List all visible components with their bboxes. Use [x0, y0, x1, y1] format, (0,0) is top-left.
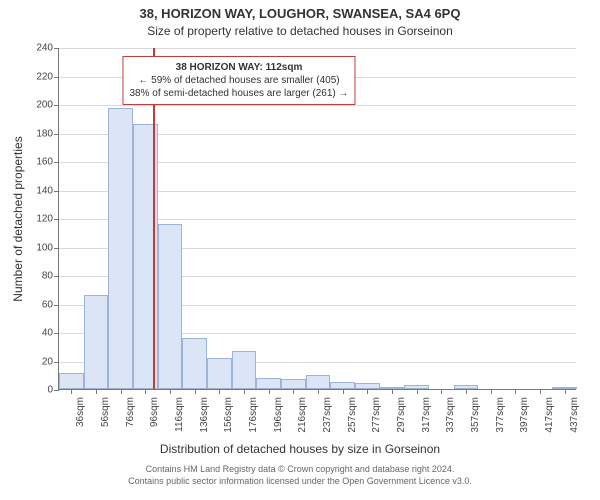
xtick-mark — [491, 389, 492, 394]
page-subtitle: Size of property relative to detached ho… — [0, 24, 600, 38]
xtick-mark — [219, 389, 220, 394]
attribution-line: Contains HM Land Registry data © Crown c… — [0, 464, 600, 476]
xtick-mark — [170, 389, 171, 394]
ytick-label: 220 — [36, 71, 53, 82]
ytick-label: 160 — [36, 157, 53, 168]
xtick-mark — [515, 389, 516, 394]
xtick-label: 317sqm — [421, 397, 432, 433]
ytick-mark — [54, 105, 59, 106]
ytick-mark — [54, 162, 59, 163]
xtick-mark — [565, 389, 566, 394]
ytick-mark — [54, 305, 59, 306]
xtick-label: 377sqm — [495, 397, 506, 433]
xtick-label: 76sqm — [125, 397, 136, 427]
ytick-label: 200 — [36, 100, 53, 111]
ytick-mark — [54, 276, 59, 277]
histogram-bar — [182, 338, 207, 389]
ytick-mark — [54, 48, 59, 49]
histogram-bar — [232, 351, 257, 389]
chart-plot-area: 02040608010012014016018020022024036sqm56… — [58, 48, 576, 390]
histogram-bar — [158, 224, 183, 389]
xtick-label: 156sqm — [223, 397, 234, 433]
xtick-label: 257sqm — [347, 397, 358, 433]
xtick-mark — [392, 389, 393, 394]
xtick-label: 437sqm — [569, 397, 580, 433]
xtick-mark — [145, 389, 146, 394]
ytick-label: 120 — [36, 214, 53, 225]
histogram-bar — [281, 379, 306, 389]
xtick-mark — [96, 389, 97, 394]
ytick-label: 100 — [36, 242, 53, 253]
ytick-label: 40 — [42, 328, 53, 339]
xtick-label: 357sqm — [470, 397, 481, 433]
ytick-label: 140 — [36, 185, 53, 196]
xtick-label: 116sqm — [174, 397, 185, 432]
xtick-label: 237sqm — [322, 397, 333, 433]
annotation-line: 38 HORIZON WAY: 112sqm — [129, 61, 348, 74]
histogram-bar — [306, 375, 331, 389]
ytick-label: 20 — [42, 356, 53, 367]
ytick-mark — [54, 362, 59, 363]
xtick-mark — [121, 389, 122, 394]
attribution-line: Contains public sector information licen… — [0, 476, 600, 488]
histogram-bar — [330, 382, 355, 389]
xtick-mark — [293, 389, 294, 394]
attribution-text: Contains HM Land Registry data © Crown c… — [0, 464, 600, 487]
histogram-bar — [207, 358, 232, 389]
annotation-box: 38 HORIZON WAY: 112sqm← 59% of detached … — [122, 56, 355, 105]
gridline — [59, 48, 576, 49]
xtick-mark — [318, 389, 319, 394]
xtick-label: 56sqm — [100, 397, 111, 427]
x-axis-label: Distribution of detached houses by size … — [0, 442, 600, 456]
xtick-mark — [441, 389, 442, 394]
xtick-mark — [269, 389, 270, 394]
ytick-mark — [54, 77, 59, 78]
xtick-label: 176sqm — [248, 397, 259, 433]
xtick-label: 196sqm — [273, 397, 284, 433]
histogram-bar — [256, 378, 281, 389]
histogram-bar — [108, 108, 133, 389]
annotation-line: 38% of semi-detached houses are larger (… — [129, 87, 348, 100]
annotation-line: ← 59% of detached houses are smaller (40… — [129, 74, 348, 87]
xtick-label: 417sqm — [544, 397, 555, 433]
ytick-mark — [54, 333, 59, 334]
ytick-mark — [54, 248, 59, 249]
histogram-bar — [84, 295, 109, 389]
xtick-mark — [343, 389, 344, 394]
y-axis-label: Number of detached properties — [11, 136, 25, 301]
xtick-mark — [71, 389, 72, 394]
xtick-label: 277sqm — [371, 397, 382, 433]
xtick-mark — [466, 389, 467, 394]
xtick-label: 136sqm — [199, 397, 210, 433]
xtick-label: 337sqm — [445, 397, 456, 433]
xtick-label: 216sqm — [297, 397, 308, 433]
xtick-label: 96sqm — [149, 397, 160, 427]
ytick-mark — [54, 191, 59, 192]
ytick-label: 80 — [42, 271, 53, 282]
xtick-label: 397sqm — [519, 397, 530, 433]
xtick-mark — [244, 389, 245, 394]
ytick-label: 180 — [36, 128, 53, 139]
ytick-mark — [54, 134, 59, 135]
histogram-bar — [59, 373, 84, 389]
ytick-label: 60 — [42, 299, 53, 310]
ytick-label: 0 — [47, 385, 53, 396]
xtick-label: 36sqm — [75, 397, 86, 427]
xtick-label: 297sqm — [396, 397, 407, 433]
xtick-mark — [540, 389, 541, 394]
xtick-mark — [417, 389, 418, 394]
page-title: 38, HORIZON WAY, LOUGHOR, SWANSEA, SA4 6… — [0, 6, 600, 21]
ytick-mark — [54, 219, 59, 220]
gridline — [59, 105, 576, 106]
xtick-mark — [367, 389, 368, 394]
xtick-mark — [195, 389, 196, 394]
ytick-mark — [54, 390, 59, 391]
ytick-label: 240 — [36, 43, 53, 54]
